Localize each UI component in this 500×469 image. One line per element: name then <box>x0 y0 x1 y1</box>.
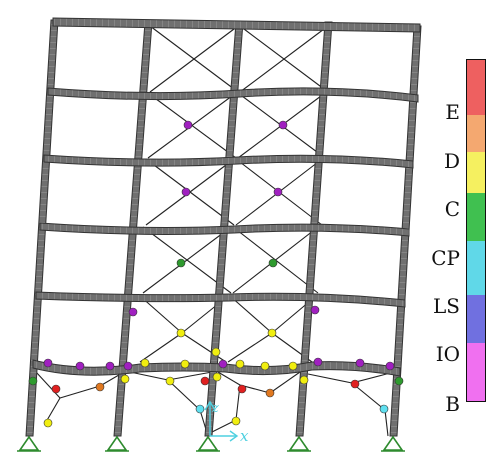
brace <box>181 332 227 363</box>
brace <box>384 409 389 437</box>
beam <box>47 87 419 103</box>
hinge-io <box>75 361 85 371</box>
legend-swatch-c <box>467 152 485 193</box>
pin-support <box>287 435 311 452</box>
hinge-e <box>200 376 210 386</box>
hinge-c <box>120 374 130 384</box>
legend-swatch-cp <box>467 192 485 241</box>
brace <box>149 25 239 93</box>
hinge-io <box>105 361 115 371</box>
hinge-d <box>265 388 275 398</box>
beam <box>32 359 401 377</box>
brace <box>269 371 301 394</box>
beam <box>39 222 410 237</box>
hinge-c <box>176 328 186 338</box>
legend-swatch-e <box>467 60 485 115</box>
brace <box>307 373 353 384</box>
hinge-io <box>273 187 283 197</box>
hinge-cp <box>28 376 38 386</box>
legend-label-io: IO <box>435 342 460 366</box>
hinges-group <box>28 120 404 428</box>
brace <box>227 332 273 363</box>
pin-support <box>17 435 41 452</box>
hinge-c <box>235 359 245 369</box>
hinge-c <box>140 358 150 368</box>
hinge-d <box>95 382 105 392</box>
hinge-io <box>128 307 138 317</box>
legend-swatch-io <box>467 295 485 344</box>
hinge-c <box>288 361 298 371</box>
hinge-c <box>211 347 221 357</box>
hinge-c <box>267 328 277 338</box>
beam <box>43 154 414 169</box>
hinge-io <box>355 358 365 368</box>
brace <box>229 295 273 334</box>
hinge-cp <box>176 258 186 268</box>
hinge-c <box>212 372 222 382</box>
hinge-c <box>180 359 190 369</box>
z-axis-label: z <box>211 401 219 416</box>
legend-label-b: B <box>445 392 460 416</box>
brace <box>129 371 169 381</box>
brace <box>351 382 386 411</box>
hinge-e <box>350 379 360 389</box>
beam <box>52 17 421 33</box>
x-axis-label: x <box>240 427 249 445</box>
hinge-e <box>237 384 247 394</box>
hinge-c <box>165 376 175 386</box>
pin-support <box>105 435 129 452</box>
brace <box>167 379 201 411</box>
hinge-c <box>231 416 241 426</box>
hinge-io <box>181 187 191 197</box>
hinge-io <box>183 120 193 130</box>
brace <box>35 371 61 399</box>
hinge-io <box>218 359 228 369</box>
legend-color-bar <box>466 59 486 402</box>
hinge-c <box>260 361 270 371</box>
legend-swatch-d <box>467 114 485 153</box>
beams-group <box>32 17 421 377</box>
brace <box>142 226 232 294</box>
hinge-c <box>43 418 53 428</box>
legend-label-cp: CP <box>431 246 460 270</box>
beam <box>35 291 406 308</box>
supports-group <box>17 435 405 452</box>
hinge-cp <box>394 376 404 386</box>
hinge-io <box>310 305 320 315</box>
brace <box>139 295 183 334</box>
brace <box>217 371 241 386</box>
z-axis-arrowhead <box>204 400 216 411</box>
legend-swatch-ls <box>467 240 485 296</box>
legend-swatch-b <box>467 343 485 401</box>
brace <box>59 385 101 399</box>
hinge-io <box>278 120 288 130</box>
axis-indicator <box>204 400 239 442</box>
pin-support <box>381 435 405 452</box>
brace <box>139 332 183 363</box>
hinge-ls <box>379 404 389 414</box>
hinge-io <box>313 357 323 367</box>
hinge-io <box>385 361 395 371</box>
legend-label-c: C <box>444 197 460 221</box>
hinge-e <box>51 384 61 394</box>
pin-support <box>196 435 220 452</box>
brace <box>45 397 61 423</box>
legend-label-ls: LS <box>433 294 460 318</box>
legend-label-e: E <box>445 100 460 124</box>
legend-label-d: D <box>443 149 460 173</box>
hinge-io <box>43 358 53 368</box>
x-axis-arrowhead <box>229 430 239 442</box>
hinge-c <box>299 375 309 385</box>
brace <box>239 25 329 93</box>
hinge-ls <box>195 404 205 414</box>
hinge-io <box>123 361 133 371</box>
hinge-cp <box>268 258 278 268</box>
brace <box>167 371 213 381</box>
